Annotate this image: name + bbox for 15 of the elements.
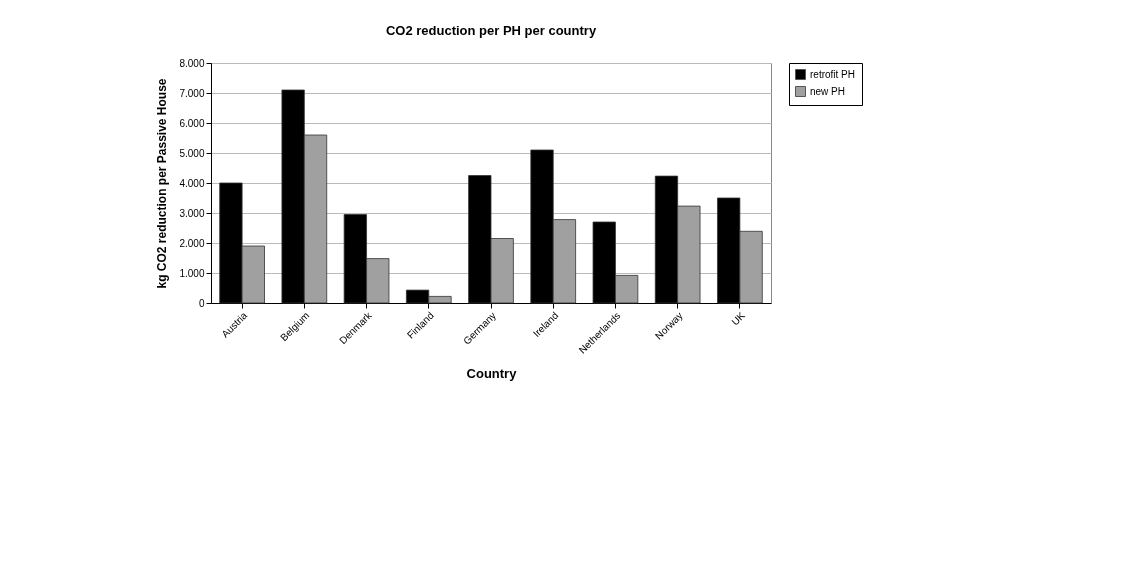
y-tick-label: 3.000 (179, 207, 205, 219)
y-tick-label: 1.000 (179, 267, 205, 279)
y-tick-label: 7.000 (179, 87, 205, 99)
y-axis-title: kg CO2 reduction per Passive House (155, 78, 170, 289)
legend-label: new PH (810, 85, 846, 97)
y-tick-label: 4.000 (179, 177, 205, 189)
y-tick-label: 2.000 (179, 237, 205, 249)
y-tick-label: 5.000 (179, 147, 205, 159)
y-tick-label: 8.000 (179, 57, 205, 69)
x-axis-title: Country (466, 365, 518, 381)
y-tick-label: 6.000 (179, 117, 205, 129)
x-tick-label: UK (729, 309, 748, 328)
chart-title: CO2 reduction per PH per country (385, 23, 597, 38)
y-tick-label: 0 (198, 297, 205, 309)
legend-label: retrofit PH (810, 68, 856, 80)
